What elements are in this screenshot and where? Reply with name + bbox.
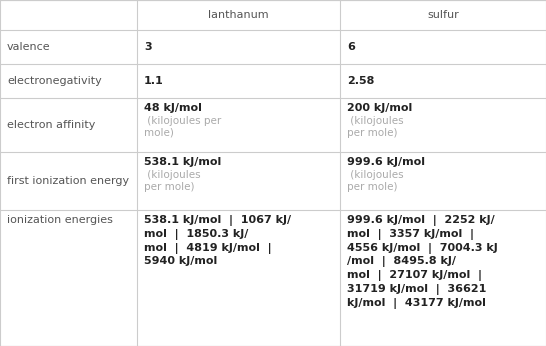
Text: 48 kJ/mol: 48 kJ/mol — [144, 103, 202, 113]
Text: 6: 6 — [347, 42, 355, 52]
Text: electronegativity: electronegativity — [7, 76, 102, 86]
Text: (kilojoules per
mole): (kilojoules per mole) — [144, 116, 221, 138]
Text: (kilojoules
per mole): (kilojoules per mole) — [347, 116, 403, 138]
Text: (kilojoules
per mole): (kilojoules per mole) — [347, 170, 403, 192]
Text: ionization energies: ionization energies — [7, 215, 113, 225]
Text: 538.1 kJ/mol: 538.1 kJ/mol — [144, 157, 221, 167]
Text: 2.58: 2.58 — [347, 76, 375, 86]
Text: sulfur: sulfur — [427, 10, 459, 20]
Text: 999.6 kJ/mol  |  2252 kJ/
mol  |  3357 kJ/mol  |
4556 kJ/mol  |  7004.3 kJ
/mol : 999.6 kJ/mol | 2252 kJ/ mol | 3357 kJ/mo… — [347, 215, 498, 309]
Text: 200 kJ/mol: 200 kJ/mol — [347, 103, 412, 113]
Text: valence: valence — [7, 42, 51, 52]
Text: 1.1: 1.1 — [144, 76, 164, 86]
Text: (kilojoules
per mole): (kilojoules per mole) — [144, 170, 200, 192]
Text: lanthanum: lanthanum — [208, 10, 269, 20]
Text: 3: 3 — [144, 42, 152, 52]
Text: first ionization energy: first ionization energy — [7, 176, 129, 186]
Text: 538.1 kJ/mol  |  1067 kJ/
mol  |  1850.3 kJ/
mol  |  4819 kJ/mol  |
5940 kJ/mol: 538.1 kJ/mol | 1067 kJ/ mol | 1850.3 kJ/… — [144, 215, 291, 266]
Text: 999.6 kJ/mol: 999.6 kJ/mol — [347, 157, 425, 167]
Text: electron affinity: electron affinity — [7, 120, 96, 130]
